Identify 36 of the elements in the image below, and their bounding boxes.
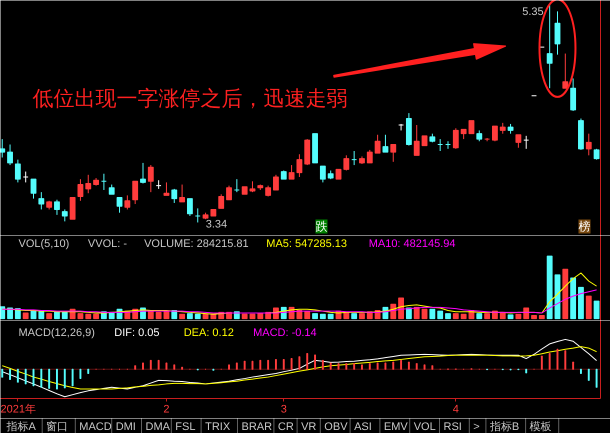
chart-title: MACD(12,26,9) (18, 326, 95, 339)
text: VOLUME: 284215.81 (144, 238, 249, 250)
text: 模板 (530, 420, 552, 433)
annotation: 低位出现一字涨停之后，迅速走弱 (32, 88, 348, 110)
text: MA5: 547285.13 (266, 238, 348, 250)
x-tick-label: 2 (163, 404, 170, 416)
text: VR (301, 420, 316, 433)
text: CR (278, 420, 294, 433)
annotation: 5.35 (522, 6, 544, 18)
text: 指标B (488, 420, 520, 433)
text: DEA: 0.12 (184, 326, 234, 339)
annotation: 3.34 (206, 218, 228, 230)
series-label: MACD: -0.14 (253, 326, 317, 339)
text: RSI (444, 420, 462, 433)
x-tick-label: 3 (280, 404, 287, 416)
text: DMI (116, 420, 136, 433)
text: VOL (414, 420, 436, 433)
text: 指标A (6, 420, 36, 433)
text: OBV (324, 420, 348, 433)
annotation: 榜 (578, 220, 590, 234)
text: EMV (384, 420, 408, 433)
x-tick-label: 4 (452, 404, 459, 416)
text: > (473, 420, 480, 433)
text: TRIX (205, 420, 231, 433)
text: 窗口 (46, 420, 68, 433)
annotation: 跌 (316, 220, 328, 234)
text: ASI (354, 420, 372, 433)
text: VVOL: - (88, 238, 128, 250)
x-tick-label: 2021年 (0, 404, 36, 416)
text: DIF: 0.05 (114, 326, 160, 339)
text: FSL (175, 420, 196, 433)
text: MACD (79, 420, 112, 433)
chart-title: VOL(5,10) (18, 238, 70, 250)
text: MA10: 482145.94 (368, 238, 456, 250)
text: DMA (146, 420, 171, 433)
text: BRAR (242, 420, 272, 433)
